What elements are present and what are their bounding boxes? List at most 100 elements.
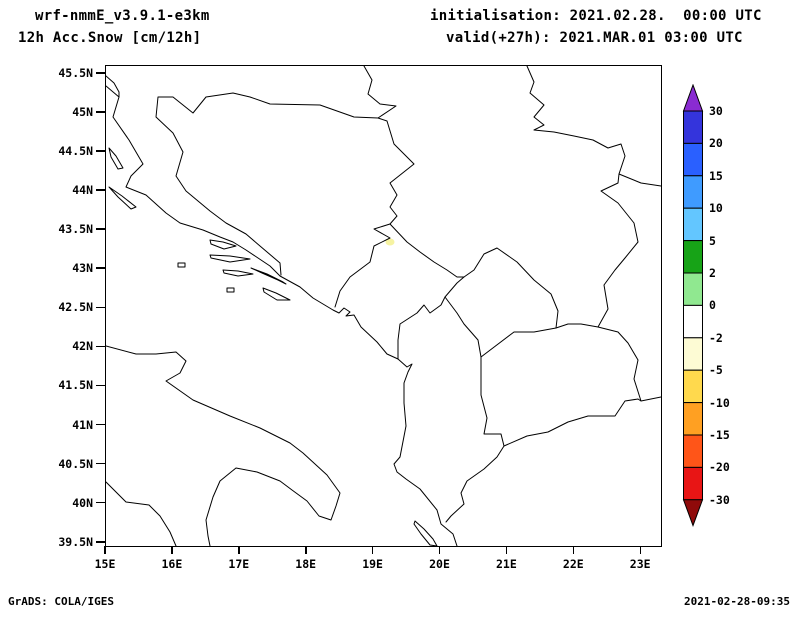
- y-tick-label: 45.5N: [58, 65, 93, 80]
- valid-time-label: valid(+27h): 2021.MAR.01 03:00 UTC: [446, 30, 743, 46]
- snow-shaded-spot: [385, 238, 395, 246]
- x-tick-mark: [238, 546, 240, 554]
- y-tick-label: 42N: [72, 339, 93, 354]
- x-tick-mark: [505, 546, 508, 554]
- country-border: [555, 323, 599, 329]
- x-tick-label: 21E: [496, 557, 517, 571]
- x-tick-label: 16E: [161, 557, 183, 571]
- colorbar-band: [683, 337, 703, 371]
- island: [108, 186, 137, 210]
- grads-credit: GrADS: COLA/IGES: [8, 595, 114, 608]
- island: [413, 520, 438, 546]
- colorbar-band: [683, 402, 703, 436]
- colorbar-band: [683, 142, 703, 177]
- colorbar-label: 30: [709, 104, 723, 118]
- y-tick-mark: [96, 306, 105, 308]
- border-slovenia-croatia: [106, 75, 120, 98]
- x-tick-label: 18E: [295, 557, 317, 571]
- colorbar-triangle-top: [682, 83, 704, 112]
- colorbar-label: 10: [709, 201, 723, 216]
- country-border: [155, 66, 397, 276]
- colorbar-label: -15: [709, 428, 730, 442]
- coastline-italy-adriatic: [106, 345, 341, 546]
- x-tick-mark: [305, 546, 307, 554]
- x-tick-mark: [371, 546, 374, 554]
- y-tick-mark: [96, 384, 105, 387]
- adriatic-islands: [108, 147, 438, 546]
- country-border: [377, 117, 415, 225]
- colorbar-band: [683, 175, 703, 209]
- y-tick-mark: [96, 111, 105, 113]
- y-tick-mark: [96, 541, 105, 543]
- colorbar-band: [683, 110, 703, 144]
- island: [262, 287, 291, 301]
- y-tick-mark: [96, 345, 105, 348]
- colorbar-svg: [682, 83, 704, 527]
- y-tick-mark: [96, 150, 105, 152]
- colorbar-label: -30: [709, 492, 730, 507]
- country-border: [444, 276, 482, 358]
- y-tick-label: 45N: [72, 104, 93, 119]
- y-tick-label: 40.5N: [58, 456, 93, 471]
- colorbar-label: 5: [709, 233, 716, 248]
- coastline-east-adriatic: [106, 85, 458, 546]
- y-tick-label: 43N: [72, 261, 93, 276]
- x-tick-label: 23E: [629, 557, 651, 571]
- peninsula: [250, 267, 287, 285]
- y-tick-label: 42.5N: [58, 300, 93, 315]
- x-tick-mark: [572, 546, 575, 554]
- colorbar-label: 20: [709, 136, 723, 151]
- country-border: [334, 223, 391, 308]
- y-tick-label: 41N: [72, 417, 93, 432]
- coastline-italy-tyrrhenian: [106, 481, 177, 546]
- x-tick-mark: [171, 546, 173, 554]
- model-title: wrf-nmmE_v3.9.1-e3km: [35, 8, 210, 24]
- creation-timestamp: 2021-02-28-09:35: [684, 595, 790, 608]
- y-tick-mark: [96, 267, 105, 269]
- country-border: [597, 173, 639, 328]
- country-border: [445, 445, 505, 523]
- colorbar-band: [683, 304, 703, 339]
- country-border: [480, 327, 557, 358]
- x-tick-mark: [438, 546, 441, 554]
- colorbar-label: -2: [709, 330, 723, 345]
- island: [226, 287, 235, 293]
- country-border: [397, 296, 446, 360]
- colorbar: [681, 83, 707, 528]
- x-tick-label: 19E: [362, 557, 383, 571]
- island: [209, 239, 237, 250]
- island: [222, 269, 254, 277]
- y-tick-label: 40N: [72, 495, 93, 510]
- country-border: [480, 356, 505, 447]
- country-border: [526, 66, 661, 187]
- colorbar-band: [683, 272, 703, 306]
- colorbar-band: [683, 240, 703, 274]
- y-tick-label: 44.5N: [58, 144, 93, 158]
- colorbar-band: [683, 207, 703, 242]
- y-tick-label: 39.5N: [58, 534, 93, 549]
- colorbar-band: [683, 434, 703, 468]
- y-tick-mark: [96, 501, 105, 504]
- colorbar-label: -10: [709, 395, 730, 410]
- colorbar-triangle-bottom: [682, 499, 704, 527]
- x-tick-label: 15E: [94, 557, 116, 571]
- y-tick-mark: [96, 189, 105, 191]
- x-tick-mark: [639, 546, 641, 554]
- country-border: [389, 223, 559, 329]
- y-tick-mark: [96, 462, 105, 465]
- colorbar-label: 2: [709, 266, 716, 280]
- island: [177, 262, 186, 268]
- colorbar-band: [683, 466, 703, 501]
- country-borders: [155, 66, 661, 523]
- map-frame: [105, 65, 662, 547]
- product-title: 12h Acc.Snow [cm/12h]: [18, 30, 202, 46]
- init-time-label: initialisation: 2021.02.28. 00:00 UTC: [430, 8, 762, 24]
- country-border: [597, 326, 642, 402]
- island: [108, 147, 124, 170]
- y-tick-mark: [96, 228, 105, 230]
- x-tick-label: 20E: [429, 557, 450, 571]
- colorbar-label: -20: [709, 460, 730, 475]
- x-tick-label: 17E: [228, 557, 250, 571]
- map-svg: [106, 66, 661, 546]
